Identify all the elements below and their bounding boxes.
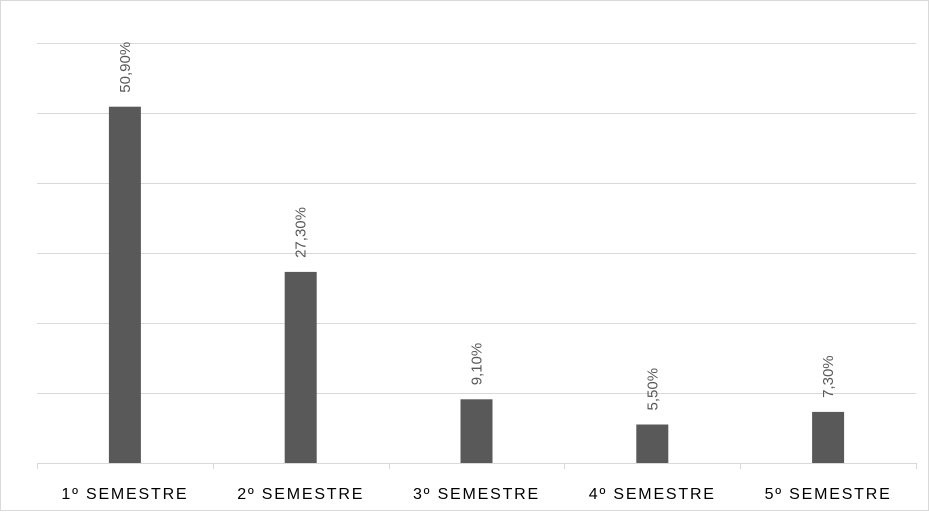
bar (812, 411, 845, 463)
category-label: 3º SEMESTRE (413, 486, 540, 503)
category-label: 2º SEMESTRE (237, 486, 364, 503)
bar (284, 271, 317, 463)
bars (108, 106, 845, 463)
gridlines (37, 43, 916, 394)
data-label: 50,90% (117, 42, 134, 93)
data-label: 7,30% (820, 355, 837, 398)
bar (460, 399, 493, 463)
bar (108, 106, 141, 463)
bar (636, 424, 669, 463)
category-label: 5º SEMESTRE (765, 486, 892, 503)
data-label: 27,30% (293, 207, 310, 258)
category-labels: 1º SEMESTRE 2º SEMESTRE 3º SEMESTRE 4º SEME… (61, 486, 892, 503)
category-label: 4º SEMESTRE (589, 486, 716, 503)
x-axis (37, 463, 917, 469)
category-label: 1º SEMESTRE (61, 486, 188, 503)
data-label: 9,10% (469, 343, 486, 386)
data-labels: 50,90% 27,30% 9,10% 5,50% 7,30% (117, 42, 837, 411)
data-label: 5,50% (644, 368, 661, 411)
